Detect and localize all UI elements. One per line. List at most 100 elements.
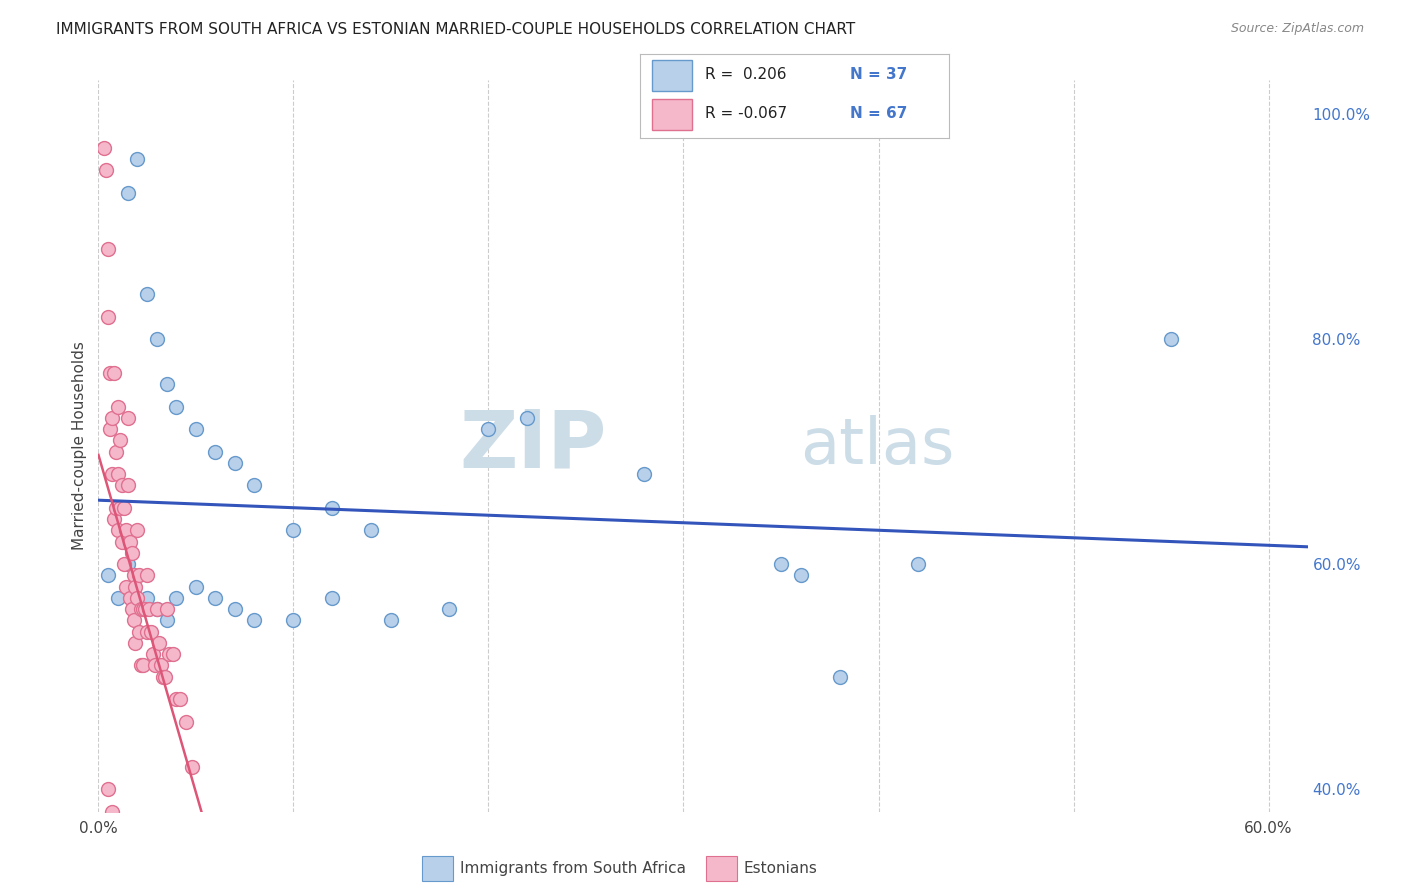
Point	[134, 602, 156, 616]
Text: IMMIGRANTS FROM SOUTH AFRICA VS ESTONIAN MARRIED-COUPLE HOUSEHOLDS CORRELATION C: IMMIGRANTS FROM SOUTH AFRICA VS ESTONIAN…	[56, 22, 855, 37]
Point	[122, 568, 145, 582]
Point	[97, 782, 120, 797]
Point	[516, 410, 538, 425]
Text: ZIP: ZIP	[458, 407, 606, 485]
Point	[132, 602, 155, 616]
Point	[112, 500, 135, 515]
Point	[152, 670, 174, 684]
Point	[111, 478, 134, 492]
Point	[108, 500, 131, 515]
Point	[128, 568, 150, 582]
Point	[157, 647, 180, 661]
Point	[98, 366, 121, 380]
Point	[380, 614, 402, 628]
Point	[124, 580, 146, 594]
Y-axis label: Married-couple Households: Married-couple Households	[72, 342, 87, 550]
Point	[224, 602, 246, 616]
Point	[96, 163, 118, 178]
Text: R =  0.206: R = 0.206	[704, 67, 786, 82]
Point	[121, 602, 143, 616]
Point	[169, 692, 191, 706]
Text: Source: ZipAtlas.com: Source: ZipAtlas.com	[1230, 22, 1364, 36]
Point	[111, 861, 134, 875]
Point	[828, 670, 851, 684]
Point	[107, 849, 129, 863]
Point	[165, 692, 187, 706]
Point	[117, 883, 139, 892]
Point	[114, 580, 136, 594]
Point	[789, 568, 811, 582]
Point	[117, 186, 139, 200]
Point	[101, 410, 124, 425]
Point	[97, 242, 120, 256]
Point	[153, 670, 176, 684]
Point	[117, 478, 139, 492]
Point	[127, 152, 149, 166]
Point	[138, 602, 160, 616]
Point	[184, 580, 207, 594]
Text: Immigrants from South Africa: Immigrants from South Africa	[460, 862, 686, 876]
Point	[107, 467, 129, 482]
Bar	[652, 61, 692, 91]
Point	[1160, 332, 1182, 346]
Point	[127, 591, 149, 605]
Point	[165, 400, 187, 414]
Point	[148, 636, 170, 650]
Point	[165, 591, 187, 605]
Point	[136, 624, 159, 639]
Point	[204, 444, 226, 458]
Point	[97, 310, 120, 324]
Point	[360, 524, 382, 538]
Point	[98, 422, 121, 436]
Point	[477, 422, 499, 436]
Point	[136, 287, 159, 301]
Point	[149, 658, 172, 673]
Point	[101, 805, 124, 819]
Point	[104, 827, 127, 841]
Point	[142, 647, 165, 661]
Point	[136, 568, 159, 582]
Point	[156, 602, 179, 616]
Point	[111, 534, 134, 549]
Text: atlas: atlas	[800, 415, 955, 477]
Point	[907, 557, 929, 571]
Point	[439, 602, 461, 616]
Point	[224, 456, 246, 470]
Point	[243, 614, 266, 628]
Point	[93, 141, 115, 155]
Point	[146, 332, 169, 346]
Point	[321, 591, 343, 605]
Text: R = -0.067: R = -0.067	[704, 106, 787, 121]
Point	[122, 614, 145, 628]
Bar	[652, 99, 692, 130]
Point	[131, 602, 153, 616]
Point	[132, 658, 155, 673]
Point	[127, 524, 149, 538]
Point	[769, 557, 792, 571]
Point	[107, 524, 129, 538]
Point	[283, 614, 305, 628]
Text: Estonians: Estonians	[744, 862, 818, 876]
Point	[117, 410, 139, 425]
Point	[181, 760, 204, 774]
Point	[146, 602, 169, 616]
Point	[124, 636, 146, 650]
Point	[112, 557, 135, 571]
Point	[104, 444, 127, 458]
Point	[103, 366, 125, 380]
Point	[321, 500, 343, 515]
Point	[283, 524, 305, 538]
Point	[243, 478, 266, 492]
Point	[146, 602, 169, 616]
Text: N = 37: N = 37	[851, 67, 907, 82]
Point	[118, 591, 141, 605]
Point	[107, 591, 129, 605]
Point	[136, 591, 159, 605]
Point	[184, 422, 207, 436]
Point	[174, 714, 197, 729]
Point	[97, 568, 120, 582]
Point	[156, 377, 179, 392]
Point	[131, 658, 153, 673]
Point	[156, 614, 179, 628]
Point	[101, 467, 124, 482]
